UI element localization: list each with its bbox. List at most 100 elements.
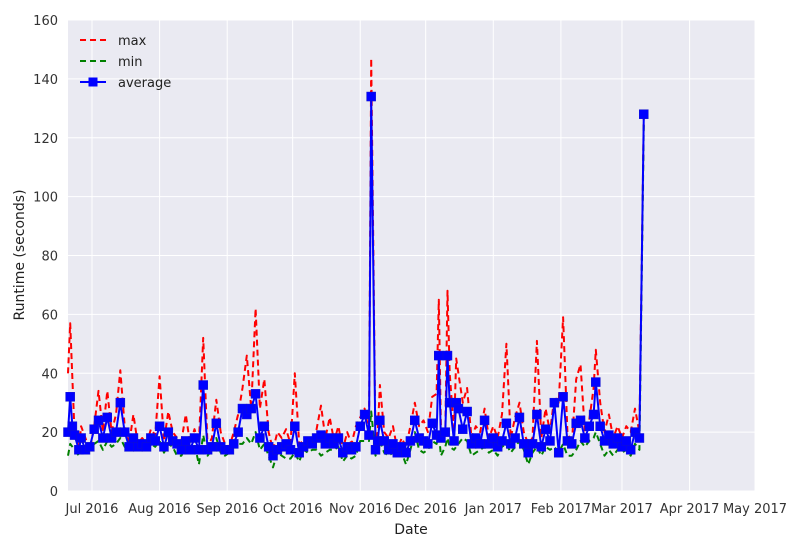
data-point-average bbox=[567, 439, 577, 449]
data-point-average bbox=[229, 439, 239, 449]
data-point-average bbox=[410, 415, 420, 426]
data-point-average bbox=[233, 427, 243, 437]
data-point-average bbox=[462, 406, 472, 417]
data-point-average bbox=[102, 412, 113, 423]
data-point-average bbox=[290, 421, 300, 431]
data-point-average bbox=[285, 445, 296, 455]
data-point-average bbox=[194, 445, 204, 455]
data-point-average bbox=[536, 442, 547, 452]
data-point-average bbox=[76, 433, 86, 443]
data-point-average bbox=[111, 427, 121, 437]
y-tick-label: 160 bbox=[33, 14, 58, 29]
data-point-average bbox=[405, 436, 416, 446]
data-point-average bbox=[150, 436, 160, 446]
y-tick-label: 120 bbox=[33, 132, 58, 147]
data-point-average bbox=[115, 397, 126, 408]
data-point-average bbox=[181, 436, 191, 446]
data-point-average bbox=[545, 436, 555, 446]
data-point-average bbox=[185, 445, 195, 455]
data-point-average bbox=[575, 415, 586, 426]
data-point-average bbox=[379, 436, 389, 446]
x-tick-label: Oct 2016 bbox=[263, 502, 323, 517]
data-point-average bbox=[453, 403, 464, 414]
data-point-average bbox=[67, 421, 78, 431]
data-point-average bbox=[159, 442, 169, 452]
legend-label: average bbox=[118, 76, 171, 91]
legend-item-average: average bbox=[80, 76, 171, 91]
legend-label: min bbox=[118, 55, 143, 70]
data-point-average bbox=[427, 418, 437, 429]
y-axis-tick-labels: 0 20 40 60 80 100 120 140 160 bbox=[33, 14, 58, 500]
data-point-average bbox=[532, 409, 542, 420]
series-layer bbox=[63, 57, 649, 469]
data-point-average bbox=[442, 350, 453, 361]
data-point-average bbox=[549, 397, 560, 408]
data-point-average bbox=[366, 91, 376, 102]
data-point-average bbox=[634, 433, 645, 443]
data-point-average bbox=[333, 433, 344, 443]
data-point-average bbox=[519, 439, 529, 449]
data-point-average bbox=[497, 436, 507, 446]
data-point-average bbox=[501, 418, 512, 429]
data-point-average bbox=[621, 436, 632, 446]
data-point-average bbox=[612, 433, 623, 443]
data-point-average bbox=[604, 430, 614, 440]
x-tick-label: Jul 2016 bbox=[65, 502, 119, 517]
data-point-average bbox=[189, 433, 200, 443]
data-point-average bbox=[440, 427, 451, 437]
x-tick-label: Mar 2017 bbox=[591, 502, 653, 517]
data-point-average bbox=[625, 445, 636, 455]
data-point-average bbox=[475, 439, 485, 449]
x-tick-label: May 2017 bbox=[723, 502, 787, 517]
y-tick-label: 40 bbox=[41, 367, 58, 382]
data-point-average bbox=[93, 415, 104, 426]
data-point-average bbox=[255, 433, 265, 443]
data-point-average bbox=[479, 415, 490, 426]
data-point-average bbox=[584, 421, 594, 431]
data-point-average bbox=[514, 412, 525, 423]
data-point-average bbox=[423, 439, 433, 449]
y-tick-label: 140 bbox=[33, 73, 58, 88]
legend-label: max bbox=[118, 34, 147, 49]
y-axis-label: Runtime (seconds) bbox=[12, 189, 28, 320]
y-tick-label: 80 bbox=[41, 250, 58, 265]
x-tick-label: Sep 2016 bbox=[196, 502, 258, 517]
legend-item-max: max bbox=[80, 34, 147, 49]
data-point-average bbox=[458, 424, 468, 434]
data-point-average bbox=[119, 427, 130, 437]
x-tick-label: Apr 2017 bbox=[660, 502, 720, 517]
data-point-average bbox=[207, 442, 217, 452]
data-point-average bbox=[263, 442, 274, 452]
legend-marker bbox=[88, 77, 98, 87]
x-axis-tick-labels: Jul 2016 Aug 2016 Sep 2016 Oct 2016 Nov 2016… bbox=[65, 502, 788, 517]
data-point-average bbox=[65, 392, 75, 402]
data-point-average bbox=[375, 415, 385, 426]
data-point-average bbox=[163, 427, 174, 437]
data-point-average bbox=[595, 421, 605, 431]
data-point-average bbox=[580, 433, 590, 443]
data-point-average bbox=[176, 445, 187, 455]
x-tick-label: Feb 2017 bbox=[531, 502, 591, 517]
legend: max min average bbox=[80, 34, 171, 91]
data-point-average bbox=[250, 389, 261, 399]
data-point-average bbox=[198, 380, 208, 390]
data-point-average bbox=[359, 409, 370, 420]
data-point-average bbox=[449, 436, 459, 446]
data-point-average bbox=[510, 433, 520, 443]
data-point-average bbox=[488, 433, 499, 443]
y-tick-label: 0 bbox=[50, 485, 58, 500]
y-tick-label: 60 bbox=[41, 308, 58, 323]
data-point-average bbox=[89, 424, 99, 434]
data-point-average bbox=[246, 403, 256, 414]
data-point-average bbox=[540, 424, 551, 434]
x-tick-label: Aug 2016 bbox=[128, 502, 191, 517]
data-point-average bbox=[85, 442, 95, 452]
data-point-average bbox=[154, 421, 165, 431]
data-point-average bbox=[316, 430, 326, 440]
data-point-average bbox=[401, 447, 411, 458]
grid-lines bbox=[68, 19, 756, 492]
data-point-average bbox=[523, 447, 533, 458]
data-point-average bbox=[351, 442, 361, 452]
data-point-average bbox=[388, 439, 398, 449]
data-point-average bbox=[364, 430, 374, 440]
